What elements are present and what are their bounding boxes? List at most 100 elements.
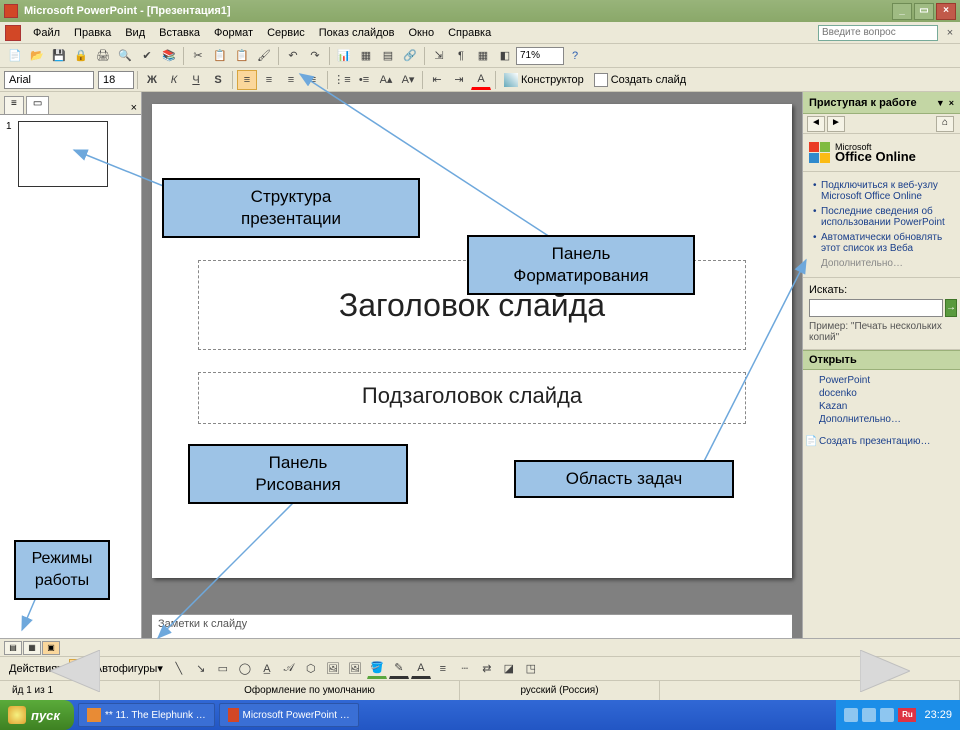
menu-format[interactable]: Формат — [207, 25, 260, 41]
search-input[interactable] — [809, 299, 943, 317]
numbering-icon[interactable]: ⋮≡ — [332, 70, 352, 90]
recent-file[interactable]: docenko — [819, 387, 954, 400]
arrow-style-icon[interactable]: ⇄ — [477, 659, 497, 679]
slide-canvas[interactable]: Заголовок слайда Подзаголовок слайда — [152, 104, 792, 578]
shadow-style-icon[interactable]: ◪ — [499, 659, 519, 679]
next-slide-button[interactable] — [860, 650, 910, 692]
preview-icon[interactable]: 🔍 — [115, 46, 135, 66]
sorter-view-button[interactable]: ▦ — [23, 641, 41, 655]
rectangle-icon[interactable]: ▭ — [213, 659, 233, 679]
zoom-combo[interactable]: 71% — [516, 47, 564, 65]
font-color-icon[interactable]: A — [471, 70, 491, 90]
link-auto-update[interactable]: Автоматически обновлять этот список из В… — [813, 230, 954, 256]
link-connect-online[interactable]: Подключиться к веб-узлу Microsoft Office… — [813, 178, 954, 204]
bullets-icon[interactable]: •≡ — [354, 70, 374, 90]
underline-icon[interactable]: Ч — [186, 70, 206, 90]
help-search-input[interactable] — [818, 25, 938, 41]
link-latest-info[interactable]: Последние сведения об использовании Powe… — [813, 204, 954, 230]
menu-help[interactable]: Справка — [441, 25, 498, 41]
menu-insert[interactable]: Вставка — [152, 25, 207, 41]
grid-icon[interactable]: ▦ — [473, 46, 493, 66]
format-painter-icon[interactable]: 🖌 — [254, 46, 274, 66]
slide-designer-button[interactable]: Конструктор — [499, 70, 589, 90]
oval-icon[interactable]: ◯ — [235, 659, 255, 679]
color-grayscale-icon[interactable]: ◧ — [495, 46, 515, 66]
dash-style-icon[interactable]: ┄ — [455, 659, 475, 679]
menu-view[interactable]: Вид — [118, 25, 152, 41]
outline-tab[interactable]: ≡ — [4, 96, 24, 114]
print-icon[interactable]: 🖨 — [93, 46, 113, 66]
nav-home-button[interactable]: ⌂ — [936, 116, 954, 132]
hyperlink-icon[interactable]: 🔗 — [400, 46, 420, 66]
shadow-icon[interactable]: S — [208, 70, 228, 90]
copy-icon[interactable]: 📋 — [210, 46, 230, 66]
font-size-combo[interactable]: 18 — [98, 71, 134, 89]
align-right-icon[interactable]: ≡ — [281, 70, 301, 90]
slide-thumbnail[interactable] — [18, 121, 108, 187]
arrow-icon[interactable]: ↘ — [191, 659, 211, 679]
paste-icon[interactable]: 📋 — [232, 46, 252, 66]
open-icon[interactable]: 📂 — [27, 46, 47, 66]
undo-icon[interactable]: ↶ — [283, 46, 303, 66]
font-name-combo[interactable]: Arial — [4, 71, 94, 89]
normal-view-button[interactable]: ▤ — [4, 641, 22, 655]
taskbar-item[interactable]: ** 11. The Elephunk … — [78, 703, 215, 727]
save-icon[interactable]: 💾 — [49, 46, 69, 66]
decrease-font-icon[interactable]: A▾ — [398, 70, 418, 90]
recent-file[interactable]: Kazan — [819, 400, 954, 413]
fill-color-icon[interactable]: 🪣 — [367, 659, 387, 679]
subtitle-placeholder[interactable]: Подзаголовок слайда — [198, 372, 746, 424]
distributed-icon[interactable]: ≡ — [303, 70, 323, 90]
minimize-button[interactable]: _ — [892, 3, 912, 20]
spell-icon[interactable]: ✔ — [137, 46, 157, 66]
textbox-icon[interactable]: A̲ — [257, 659, 277, 679]
table-icon[interactable]: ▦ — [356, 46, 376, 66]
clipart-icon[interactable]: 🖼 — [323, 659, 343, 679]
help-icon[interactable]: ? — [565, 46, 585, 66]
start-button[interactable]: пуск — [0, 700, 74, 730]
taskpane-close-button[interactable]: × — [949, 98, 954, 108]
increase-font-icon[interactable]: A▴ — [376, 70, 396, 90]
line-icon[interactable]: ╲ — [169, 659, 189, 679]
thumbnail-row[interactable]: 1 — [6, 121, 135, 187]
italic-icon[interactable]: К — [164, 70, 184, 90]
prev-slide-button[interactable] — [50, 650, 100, 692]
outline-close-button[interactable]: × — [131, 102, 137, 114]
menu-file[interactable]: Файл — [26, 25, 67, 41]
diagram-icon[interactable]: ⬡ — [301, 659, 321, 679]
3d-style-icon[interactable]: ◳ — [521, 659, 541, 679]
new-icon[interactable]: 📄 — [5, 46, 25, 66]
create-presentation-link[interactable]: Создать презентацию… — [819, 436, 954, 447]
increase-indent-icon[interactable]: ⇥ — [449, 70, 469, 90]
menu-window[interactable]: Окно — [402, 25, 442, 41]
align-center-icon[interactable]: ≡ — [259, 70, 279, 90]
menu-edit[interactable]: Правка — [67, 25, 118, 41]
notes-pane[interactable]: Заметки к слайду — [152, 614, 792, 638]
tables-borders-icon[interactable]: ▤ — [378, 46, 398, 66]
bold-icon[interactable]: Ж — [142, 70, 162, 90]
wordart-icon[interactable]: 𝒜 — [279, 659, 299, 679]
align-left-icon[interactable]: ≡ — [237, 70, 257, 90]
line-style-icon[interactable]: ≡ — [433, 659, 453, 679]
recent-file[interactable]: PowerPoint — [819, 374, 954, 387]
open-more[interactable]: Дополнительно… — [819, 413, 954, 426]
expand-icon[interactable]: ⇲ — [429, 46, 449, 66]
menu-tools[interactable]: Сервис — [260, 25, 312, 41]
nav-forward-button[interactable]: ► — [827, 116, 845, 132]
show-format-icon[interactable]: ¶ — [451, 46, 471, 66]
picture-icon[interactable]: 🖼 — [345, 659, 365, 679]
taskbar-item[interactable]: Microsoft PowerPoint … — [219, 703, 359, 727]
redo-icon[interactable]: ↷ — [305, 46, 325, 66]
autoshapes-menu[interactable]: Автофигуры ▾ — [90, 659, 168, 679]
new-slide-button[interactable]: Создать слайд — [589, 70, 691, 90]
link-more[interactable]: Дополнительно… — [813, 256, 954, 271]
line-color-icon[interactable]: ✎ — [389, 659, 409, 679]
menu-slideshow[interactable]: Показ слайдов — [312, 25, 402, 41]
document-close-button[interactable]: × — [944, 27, 956, 39]
chart-icon[interactable]: 📊 — [334, 46, 354, 66]
search-go-button[interactable]: → — [945, 299, 957, 317]
nav-back-button[interactable]: ◄ — [807, 116, 825, 132]
maximize-button[interactable]: ▭ — [914, 3, 934, 20]
cut-icon[interactable]: ✂ — [188, 46, 208, 66]
help-search[interactable] — [818, 25, 938, 41]
